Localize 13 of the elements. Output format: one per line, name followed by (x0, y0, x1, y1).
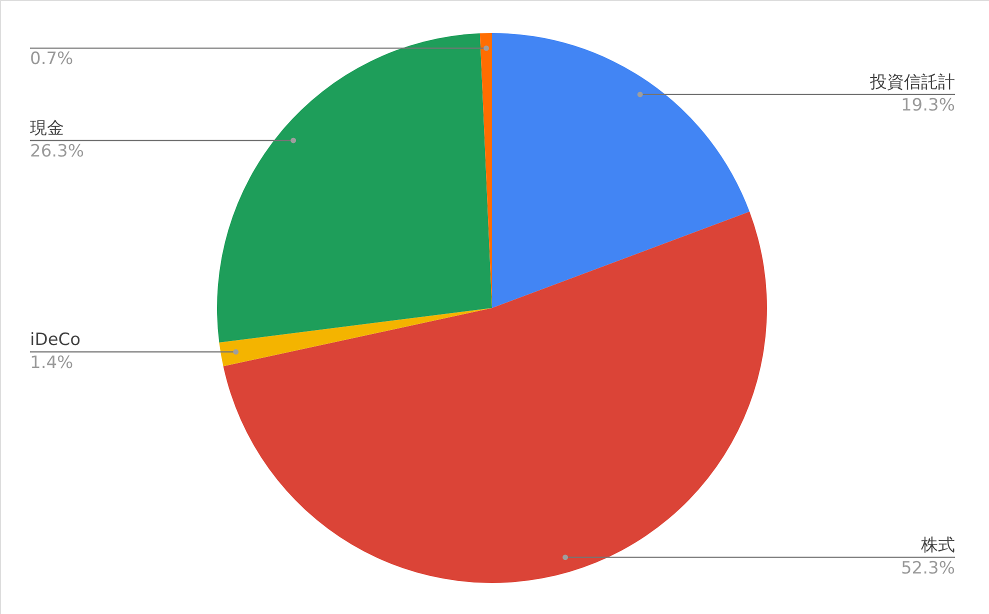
slice-label: 現金 (30, 118, 64, 138)
data-label: 1.4% (30, 352, 74, 373)
data-label: 52.3% (900, 558, 955, 578)
slice-label: 株式 (920, 535, 955, 556)
data-label: 19.3% (900, 95, 955, 116)
slice-label: 投資信託計 (869, 72, 955, 92)
pie-slice (223, 212, 767, 583)
pie-slice (219, 308, 492, 366)
data-label: 26.3% (30, 141, 84, 162)
slice-label: iDeCo (30, 330, 81, 350)
data-label: 0.7% (30, 49, 74, 70)
pie-slice (217, 33, 492, 342)
pie-slice (492, 33, 750, 308)
